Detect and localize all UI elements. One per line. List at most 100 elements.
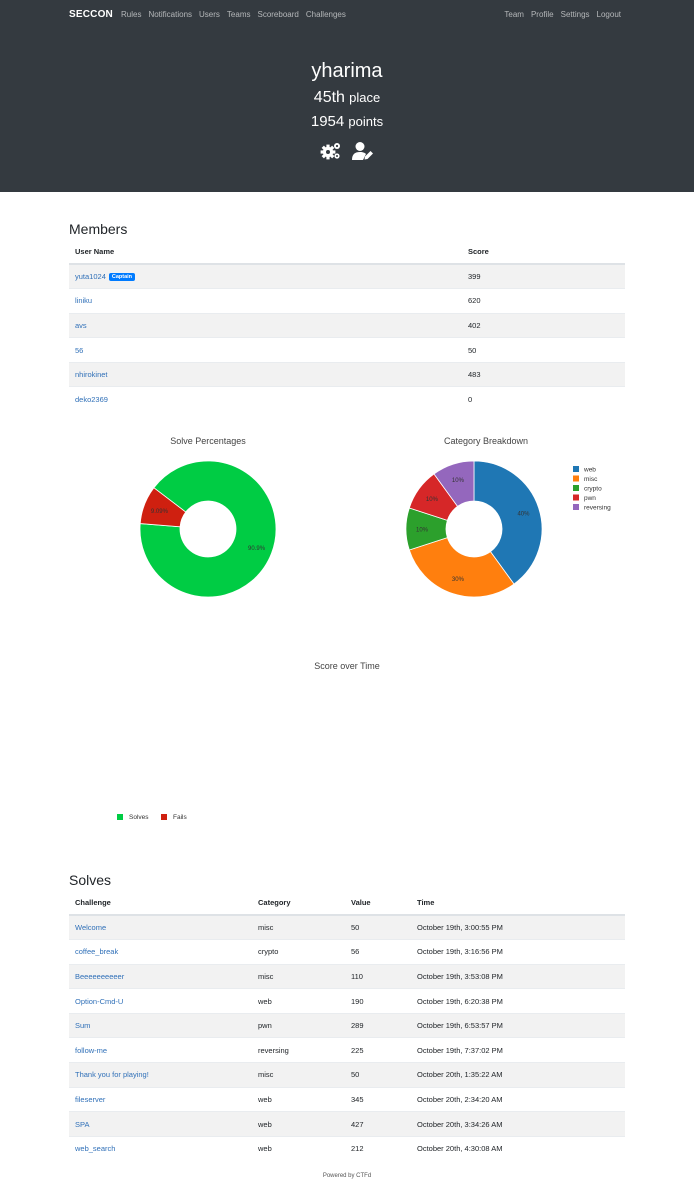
pie-slice-solves[interactable] xyxy=(139,460,277,598)
member-name-cell: deko2369 xyxy=(69,386,462,412)
member-link[interactable]: 56 xyxy=(75,345,84,355)
nav-link-team[interactable]: Team xyxy=(504,10,524,19)
solve-value: 225 xyxy=(345,1037,411,1063)
pie-slice-reversing[interactable] xyxy=(433,460,475,507)
nav-link-notifications[interactable]: Notifications xyxy=(148,10,193,19)
solve-time: October 20th, 1:35:22 AM xyxy=(411,1062,625,1088)
members-table: User Name Score yuta1024 Captain 399 liniku… xyxy=(69,240,625,412)
member-name-cell: yuta1024 Captain xyxy=(69,263,462,289)
member-score: 620 xyxy=(462,288,625,314)
place-label: place xyxy=(349,90,381,105)
solve-challenge-link[interactable]: Sum xyxy=(75,1021,91,1031)
pie-slice-fails[interactable] xyxy=(139,487,187,528)
solve-value: 427 xyxy=(345,1111,411,1137)
solve-challenge-cell: follow-me xyxy=(69,1037,252,1063)
pie-slice-misc[interactable] xyxy=(408,537,515,598)
member-link[interactable]: avs xyxy=(75,320,87,330)
solve-category: web xyxy=(252,1111,345,1137)
solve-row: coffee_break crypto 56 October 19th, 3:16:5… xyxy=(69,939,625,965)
solve-challenge-link[interactable]: follow-me xyxy=(75,1045,108,1055)
solve-challenge-link[interactable]: Beeeeeeeeeer xyxy=(75,971,125,981)
solve-value: 345 xyxy=(345,1086,411,1112)
solve-category: misc xyxy=(252,914,345,940)
nav-link-rules[interactable]: Rules xyxy=(121,10,142,19)
solve-time: October 19th, 3:00:55 PM xyxy=(411,914,625,940)
points-label: points xyxy=(348,114,384,129)
nav-link-logout[interactable]: Logout xyxy=(596,10,621,19)
solve-time: October 19th, 7:37:02 PM xyxy=(411,1037,625,1063)
solve-value: 289 xyxy=(345,1012,411,1038)
legend-label-pwn: pwn xyxy=(584,495,596,502)
members-title: Members xyxy=(69,221,128,237)
solve-value: 56 xyxy=(345,939,411,965)
nav-link-profile[interactable]: Profile xyxy=(530,10,554,19)
solve-row: SPA web 427 October 20th, 3:34:26 AM xyxy=(69,1111,625,1137)
nav-link-scoreboard[interactable]: Scoreboard xyxy=(257,10,299,19)
pie-value-label: 10% xyxy=(416,528,429,534)
member-row: liniku 620 xyxy=(69,288,625,314)
col-value: Value xyxy=(345,891,411,916)
solve-category: web xyxy=(252,1086,345,1112)
solve-challenge-cell: Welcome xyxy=(69,914,252,940)
solve-challenge-link[interactable]: Thank you for playing! xyxy=(75,1070,149,1080)
team-content: Members User Name Score yuta1024 Captain 3… xyxy=(0,192,694,1200)
solve-challenge-cell: Option-Cmd-U xyxy=(69,988,252,1014)
solve-challenge-link[interactable]: SPA xyxy=(75,1119,90,1129)
solve-category: crypto xyxy=(252,939,345,965)
member-link[interactable]: liniku xyxy=(75,296,93,306)
solve-challenge-link[interactable]: web_search xyxy=(75,1144,116,1154)
solve-challenge-link[interactable]: Welcome xyxy=(75,923,107,933)
settings-gears-icon[interactable] xyxy=(320,141,342,161)
col-user-name: User Name xyxy=(69,240,462,265)
solve-time: October 19th, 3:16:56 PM xyxy=(411,939,625,965)
solve-time: October 19th, 3:53:08 PM xyxy=(411,963,625,989)
member-name-cell: 56 xyxy=(69,337,462,363)
member-score: 50 xyxy=(462,337,625,363)
solve-category: misc xyxy=(252,1062,345,1088)
member-link[interactable]: deko2369 xyxy=(75,395,108,405)
legend-swatch-web xyxy=(573,466,579,472)
solve-row: follow-me reversing 225 October 19th, 7:37:… xyxy=(69,1037,625,1063)
pie-value-label: 9.09% xyxy=(151,509,169,515)
member-link[interactable]: yuta1024 xyxy=(75,272,106,282)
member-link[interactable]: nhirokinet xyxy=(75,370,108,380)
brand-logo[interactable]: SECCON xyxy=(69,9,113,20)
legend-swatch-crypto xyxy=(573,485,579,491)
legend-label-fails: Fails xyxy=(173,814,187,821)
legend-swatch-solves xyxy=(117,814,123,820)
nav-link-settings[interactable]: Settings xyxy=(560,10,590,19)
solves-header-row: Challenge Category Value Time xyxy=(69,891,625,916)
solve-challenge-link[interactable]: Option-Cmd-U xyxy=(75,996,124,1006)
member-row: nhirokinet 483 xyxy=(69,361,625,387)
nav-link-users[interactable]: Users xyxy=(199,10,220,19)
user-edit-icon[interactable] xyxy=(352,141,374,161)
solve-row: Option-Cmd-U web 190 October 19th, 6:20:38 … xyxy=(69,988,625,1014)
score-over-time-chart: 050010001500200016:00Oct 19, 201918:0020… xyxy=(60,687,600,852)
pie-value-label: 10% xyxy=(452,478,465,484)
nav-link-teams[interactable]: Teams xyxy=(226,10,251,19)
legend-swatch-reversing xyxy=(573,504,579,510)
pie-value-label: 40% xyxy=(517,511,530,517)
legend-label-reversing: reversing xyxy=(584,505,611,512)
member-name-cell: nhirokinet xyxy=(69,361,462,387)
member-name-cell: avs xyxy=(69,312,462,338)
solve-challenge-cell: Thank you for playing! xyxy=(69,1062,252,1088)
points-number: 1954 xyxy=(310,113,345,130)
pie-slice-web[interactable] xyxy=(473,460,543,585)
nav-left: Rules Notifications Users Teams Scoreboard Ch… xyxy=(121,10,346,19)
solve-challenge-cell: Sum xyxy=(69,1012,252,1038)
solve-time: October 20th, 4:30:08 AM xyxy=(411,1135,625,1161)
solve-challenge-cell: web_search xyxy=(69,1135,252,1161)
solve-challenge-link[interactable]: fileserver xyxy=(75,1094,106,1104)
member-score: 0 xyxy=(462,386,625,412)
solve-category: web xyxy=(252,988,345,1014)
solve-challenge-link[interactable]: coffee_break xyxy=(75,947,119,957)
nav-link-challenges[interactable]: Challenges xyxy=(305,10,346,19)
solve-time: October 20th, 2:34:20 AM xyxy=(411,1086,625,1112)
member-score: 399 xyxy=(462,263,625,289)
navbar: SECCON Rules Notifications Users Teams Score… xyxy=(0,0,694,30)
col-time: Time xyxy=(411,891,625,916)
member-name-cell: liniku xyxy=(69,288,462,314)
category-breakdown-title: Category Breakdown xyxy=(443,436,529,446)
legend-label-crypto: crypto xyxy=(584,486,602,493)
